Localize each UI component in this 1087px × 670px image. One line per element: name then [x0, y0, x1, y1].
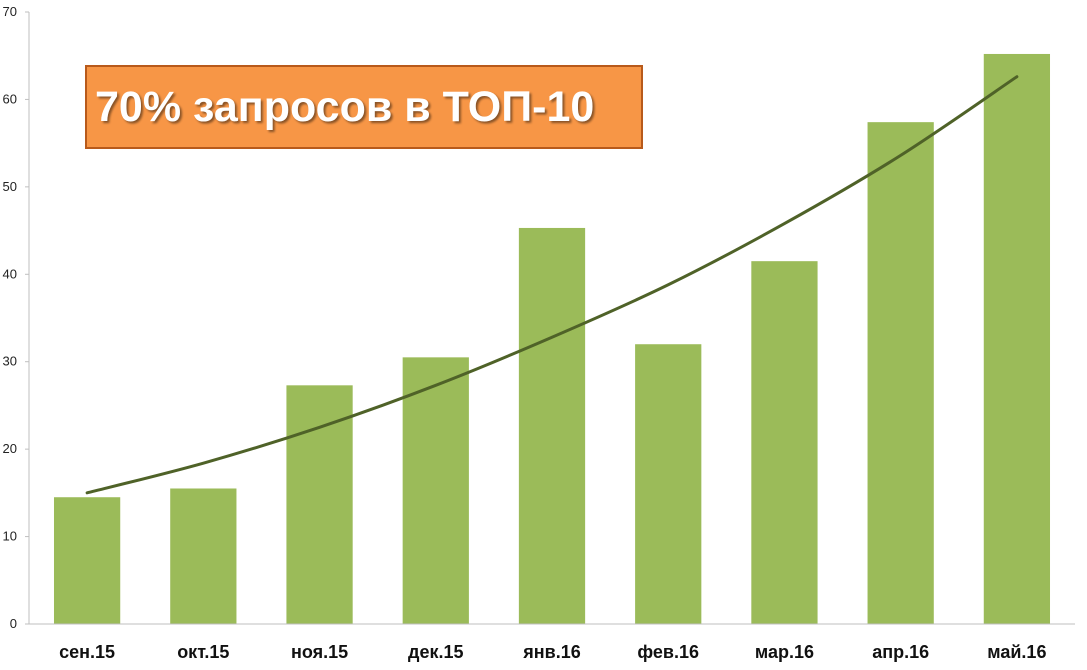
x-tick-label: май.16	[987, 642, 1046, 662]
y-tick-label: 0	[10, 616, 17, 631]
trendline	[85, 75, 1019, 495]
y-tick-label: 20	[3, 441, 17, 456]
trendline-group	[85, 75, 1019, 495]
x-axis: сен.15 окт.15 ноя.15 дек.15 янв.16 фев.16 мар.…	[29, 623, 1075, 662]
bars	[53, 53, 1051, 625]
bar	[170, 488, 237, 624]
x-tick-label: фев.16	[637, 642, 699, 662]
bar	[983, 53, 1051, 625]
y-tick-label: 70	[3, 4, 17, 19]
x-tick-label: сен.15	[59, 642, 115, 662]
y-axis: 0 10 20 30 40 50 60 70	[3, 4, 30, 631]
bar	[286, 385, 353, 624]
x-tick-label: апр.16	[872, 642, 929, 662]
bar	[751, 261, 818, 624]
bar	[635, 344, 702, 624]
x-tick-label: янв.16	[522, 642, 580, 662]
x-tick-label: окт.15	[177, 642, 229, 662]
y-tick-label: 30	[3, 354, 17, 369]
bar	[53, 497, 121, 624]
x-tick-label: ноя.15	[291, 642, 348, 662]
x-tick-label: дек.15	[408, 642, 463, 662]
y-tick-label: 40	[3, 266, 17, 281]
y-tick-label: 10	[3, 529, 17, 544]
chart-title-box: 70% запросов в ТОП-10	[85, 65, 643, 149]
bar	[518, 227, 586, 624]
chart-title: 70% запросов в ТОП-10	[95, 82, 595, 131]
y-tick-label: 50	[3, 179, 17, 194]
bar	[867, 122, 934, 624]
x-tick-label: мар.16	[755, 642, 814, 662]
y-tick-label: 60	[3, 91, 17, 106]
bar	[402, 357, 469, 624]
